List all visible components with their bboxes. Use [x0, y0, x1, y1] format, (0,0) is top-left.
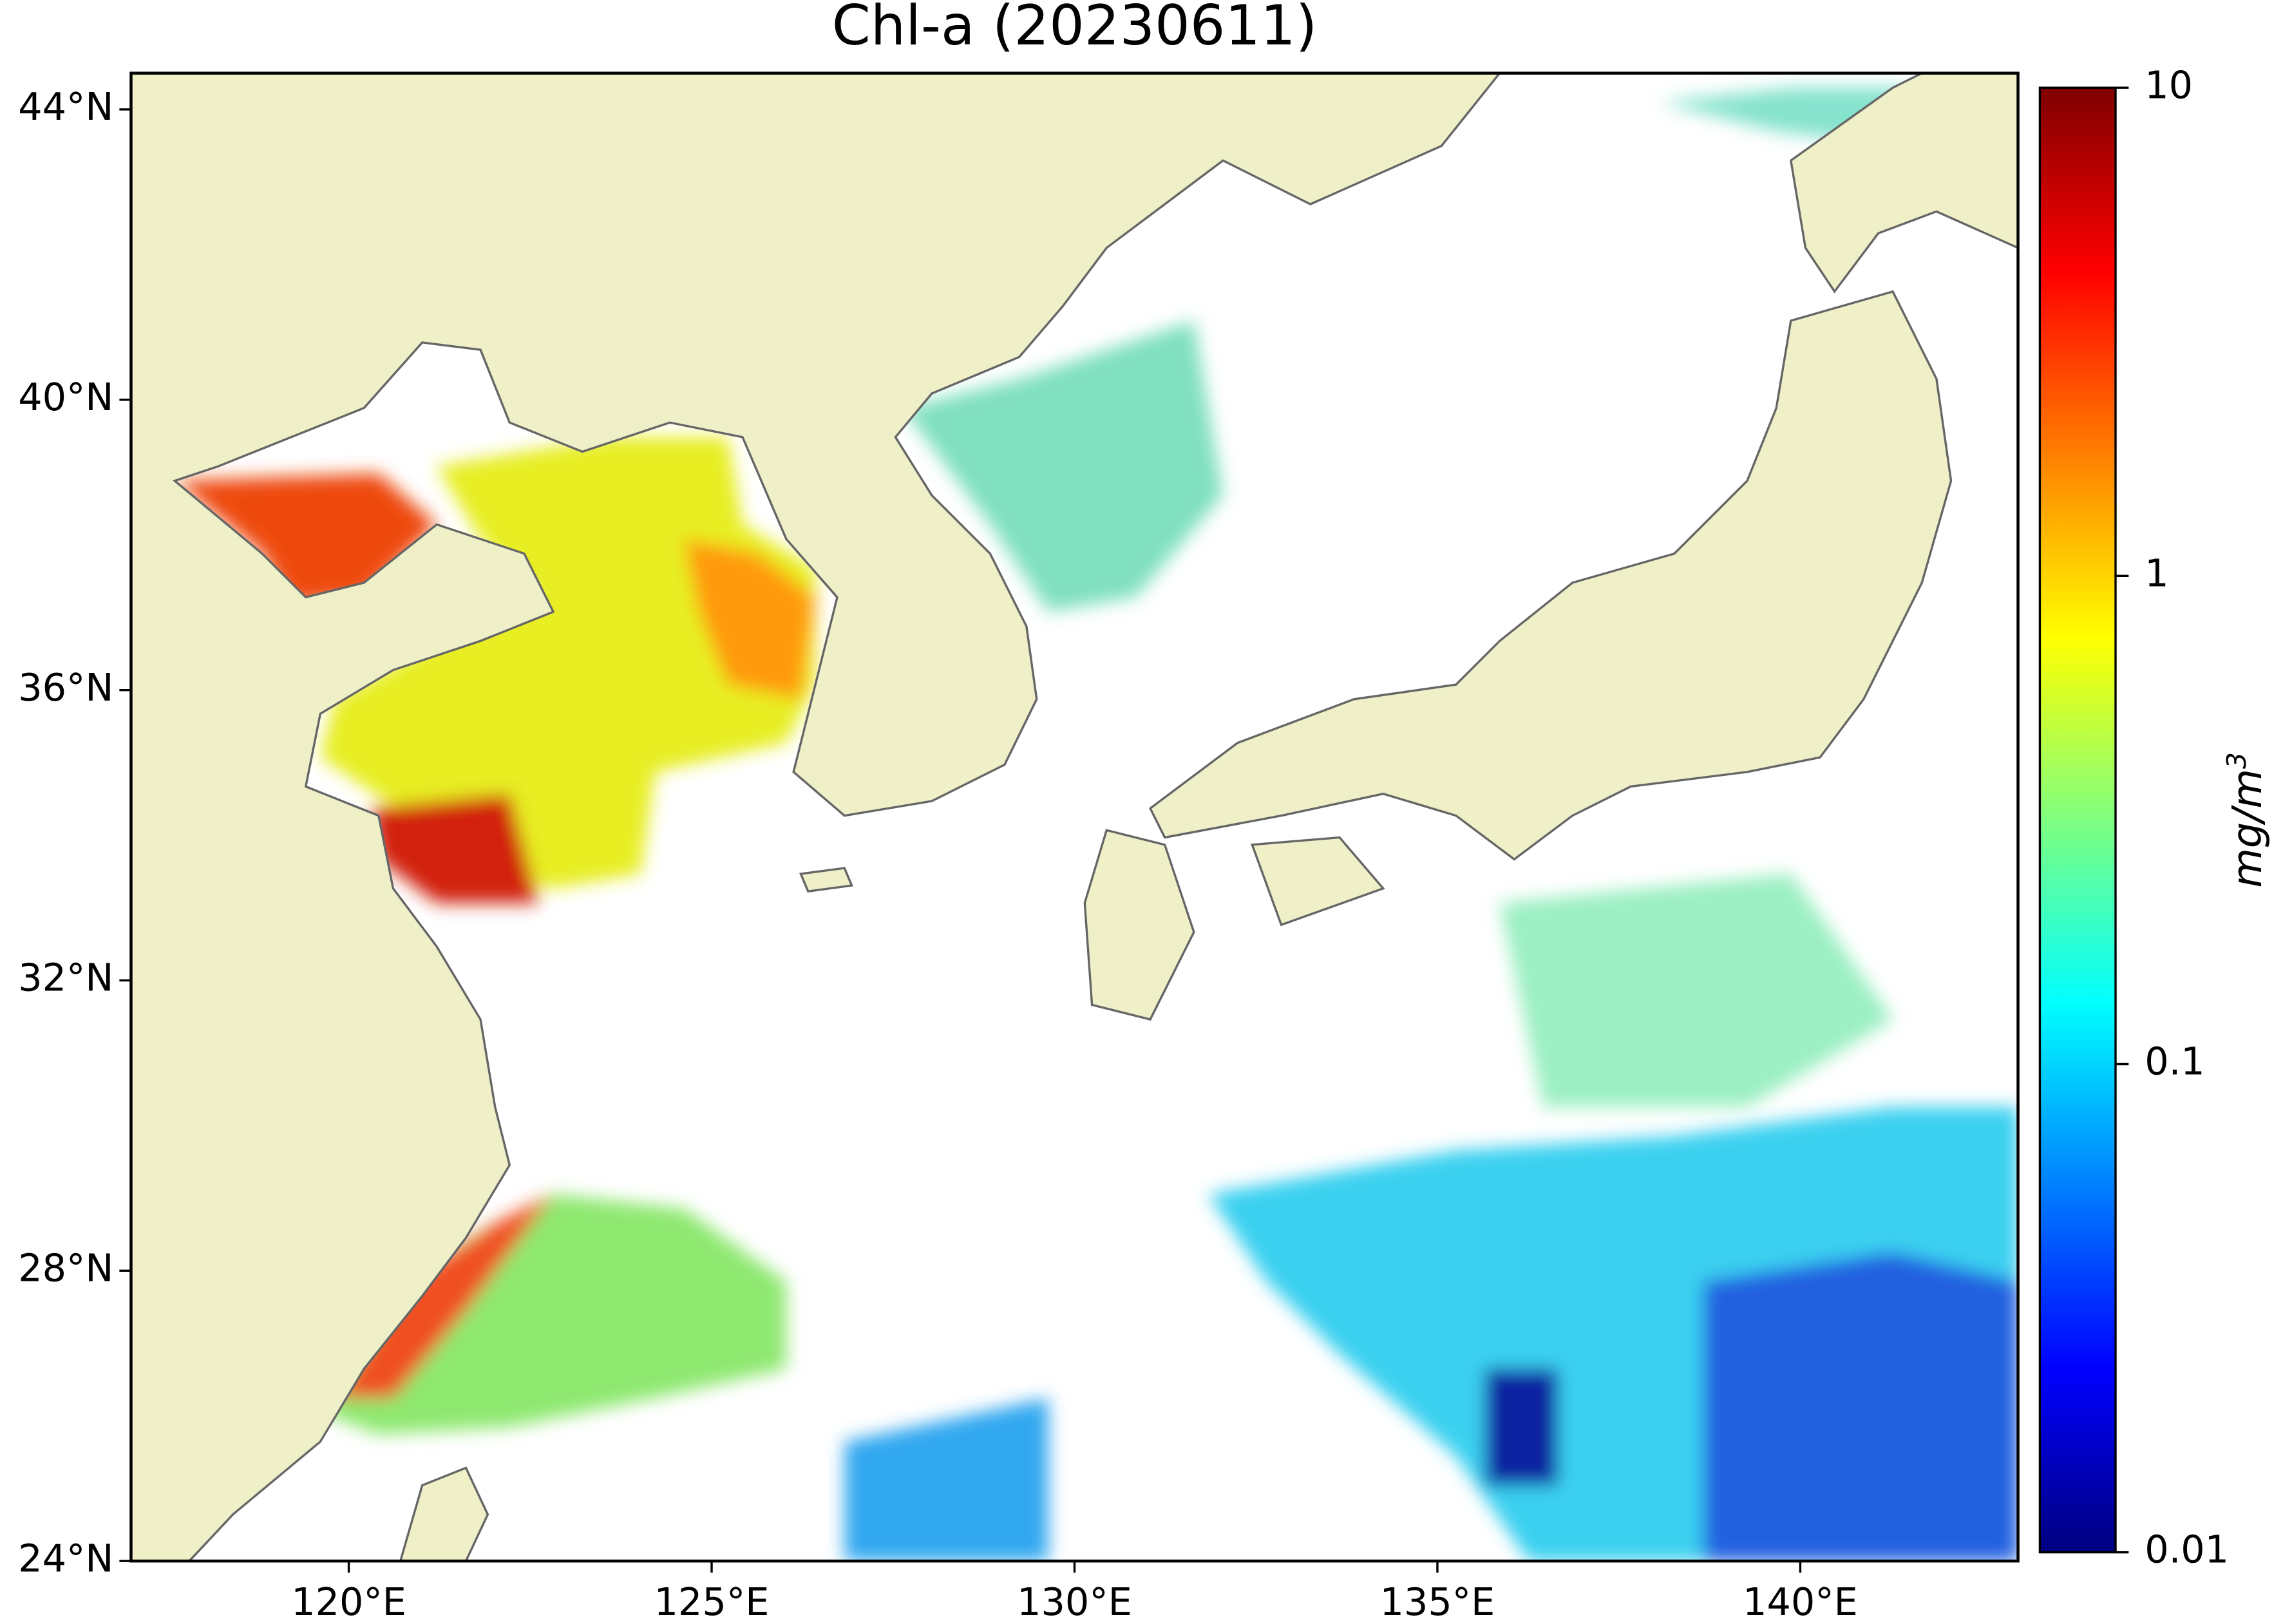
colorbar: [2038, 86, 2117, 1554]
chl-patch: [371, 793, 539, 903]
chl-patch: [175, 473, 437, 605]
chl-patch: [844, 1397, 1048, 1562]
colorbar-tick-label: 0.01: [2145, 1527, 2229, 1572]
hokkaido: [1789, 73, 2018, 294]
chl-patch: [1499, 874, 1893, 1107]
colorbar-tick-label: 1: [2145, 551, 2168, 595]
y-tick-label: 40°N: [18, 375, 113, 419]
taiwan: [399, 1466, 489, 1562]
kyushu: [1083, 829, 1195, 1021]
colorbar-tick-label: 0.1: [2145, 1039, 2204, 1084]
chl-patch: [320, 1194, 786, 1435]
map-area: [131, 73, 2018, 1562]
chl-patch: [1703, 1252, 2018, 1562]
colorbar-label: mg/m3: [2221, 752, 2271, 888]
chl-patch: [902, 320, 1224, 612]
x-tick-label: 125°E: [654, 1580, 770, 1624]
colorbar-label-sup: 3: [2221, 752, 2252, 769]
x-tick-label: 120°E: [291, 1580, 406, 1624]
jeju: [799, 867, 854, 893]
colorbar-label-text: mg/m: [2223, 769, 2271, 888]
colorbar-tick-label: 10: [2145, 62, 2193, 107]
y-tick-label: 32°N: [18, 956, 113, 1000]
chart-title: Chl-a (20230611): [832, 0, 1318, 58]
chl-imagery: [175, 88, 2018, 1562]
y-tick-label: 44°N: [18, 84, 113, 129]
honshu: [1148, 290, 1953, 861]
y-tick-label: 24°N: [18, 1536, 113, 1580]
chl-patch: [1485, 1368, 1558, 1486]
x-tick-label: 135°E: [1380, 1580, 1495, 1624]
mainland: [131, 73, 1501, 1562]
land: [131, 73, 2018, 1562]
y-tick-label: 36°N: [18, 665, 113, 710]
x-tick-label: 140°E: [1743, 1580, 1858, 1624]
y-tick-label: 28°N: [18, 1245, 113, 1290]
x-tick-label: 130°E: [1017, 1580, 1132, 1624]
shikoku: [1250, 836, 1385, 927]
chl-patch: [684, 539, 816, 699]
chl-patch: [334, 1194, 554, 1398]
